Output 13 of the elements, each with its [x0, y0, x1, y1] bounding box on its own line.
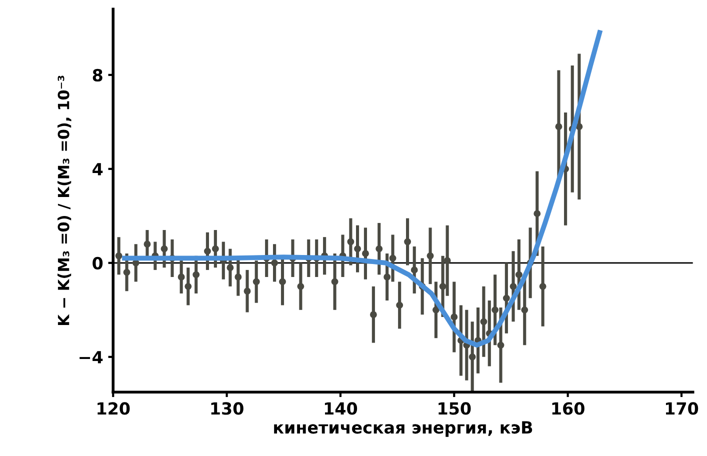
- x-tick-label: 120: [98, 402, 130, 415]
- y-tick-label: 0: [92, 256, 103, 270]
- y-tick-label: 8: [92, 68, 102, 82]
- y-tick-label: −4: [80, 351, 103, 364]
- x-tick-label: 130: [211, 402, 244, 415]
- x-tick-label: 160: [552, 402, 584, 415]
- y-axis-title: K − K(M₃ =0) / K(M₃ =0), 10⁻³: [58, 76, 72, 325]
- x-tick-label: 170: [666, 402, 698, 415]
- x-tick-label: 140: [324, 402, 358, 415]
- x-tick-label: 150: [438, 402, 471, 415]
- line-series: [122, 30, 602, 348]
- y-tick-label: 4: [92, 163, 103, 176]
- x-axis-title: кинетическая энергия, кэВ: [274, 421, 532, 437]
